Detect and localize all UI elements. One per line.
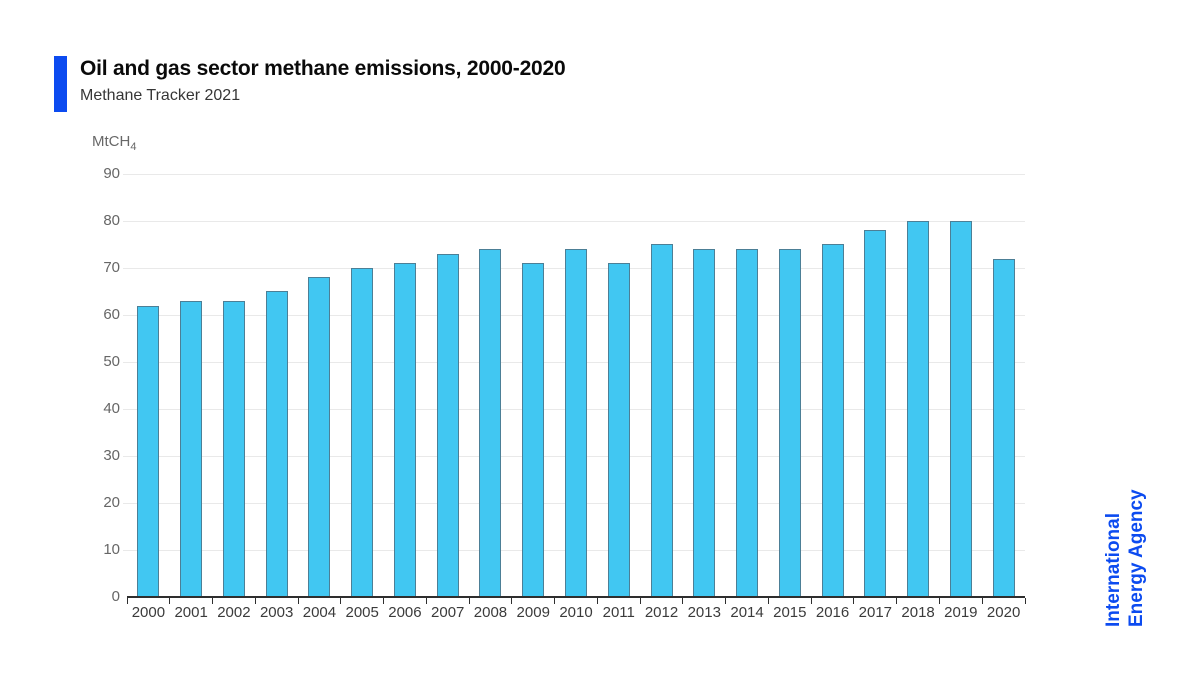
x-axis-label-2002: 2002 <box>217 604 251 621</box>
y-axis-label-60: 60 <box>103 306 120 323</box>
x-axis-label-2010: 2010 <box>559 604 593 621</box>
x-axis-label-2004: 2004 <box>302 604 337 621</box>
bar-2017 <box>864 230 887 597</box>
gridline-80 <box>123 220 1025 222</box>
y-axis-label-80: 80 <box>103 212 120 229</box>
bar-2006 <box>393 263 416 597</box>
page-subtitle: Methane Tracker 2021 <box>80 87 241 104</box>
x-axis-label-2006: 2006 <box>388 604 422 621</box>
x-axis-tick-4 <box>297 598 299 604</box>
unit-subscript: 4 <box>130 141 137 153</box>
x-axis-tick-14 <box>725 598 727 604</box>
bar-2019 <box>949 221 972 597</box>
x-axis-tick-9 <box>511 598 513 604</box>
bar-2009 <box>522 263 545 597</box>
x-axis-tick-20 <box>981 598 983 604</box>
x-axis-label-2016: 2016 <box>815 604 850 621</box>
x-axis-label-2019: 2019 <box>944 604 978 621</box>
bar-2014 <box>736 249 759 597</box>
y-axis-label-30: 30 <box>103 447 120 464</box>
page-title: Oil and gas sector methane emissions, 20… <box>80 57 566 80</box>
bar-2008 <box>479 249 502 597</box>
x-axis-label-2020: 2020 <box>986 604 1021 621</box>
x-axis-label-2014: 2014 <box>730 604 764 621</box>
y-axis-label-10: 10 <box>103 541 120 558</box>
x-axis-label-2012: 2012 <box>644 604 679 621</box>
bar-2010 <box>565 249 587 597</box>
x-axis-label-2011: 2011 <box>602 604 635 621</box>
x-axis-tick-13 <box>682 598 684 604</box>
x-axis-label-2003: 2003 <box>259 604 294 621</box>
bar-2004 <box>308 277 331 597</box>
x-axis-label-2013: 2013 <box>687 604 721 621</box>
y-axis-label-20: 20 <box>103 494 120 511</box>
bar-2016 <box>821 244 844 597</box>
x-axis-label-2018: 2018 <box>901 604 935 621</box>
bar-2012 <box>650 244 673 597</box>
x-axis-tick-21 <box>1024 598 1026 604</box>
x-axis-label-2015: 2015 <box>773 604 807 621</box>
bar-2001 <box>180 301 203 597</box>
x-axis-tick-7 <box>425 598 427 604</box>
iea-logo-line2: Energy Agency <box>1126 489 1147 627</box>
bar-2013 <box>693 249 716 597</box>
x-axis-tick-8 <box>468 598 470 604</box>
title-accent-bar <box>54 56 67 112</box>
bar-2020 <box>992 259 1015 597</box>
y-axis-label-0: 0 <box>111 588 120 605</box>
x-axis-tick-12 <box>639 598 641 604</box>
x-axis-tick-2 <box>212 598 214 604</box>
bar-2005 <box>351 268 374 597</box>
bar-2002 <box>222 301 245 597</box>
x-axis-tick-16 <box>810 598 812 604</box>
y-axis-unit-label: MtCH4 <box>92 133 136 153</box>
y-axis-label-40: 40 <box>103 400 120 417</box>
x-axis-tick-0 <box>126 598 128 604</box>
x-axis-tick-5 <box>340 598 342 604</box>
x-axis-tick-10 <box>554 598 556 604</box>
bar-2011 <box>607 263 630 597</box>
x-axis-tick-6 <box>383 598 385 604</box>
x-axis-tick-19 <box>938 598 940 604</box>
x-axis-tick-15 <box>767 598 769 604</box>
x-axis-label-2000: 2000 <box>131 604 166 621</box>
x-axis-label-2017: 2017 <box>858 604 893 621</box>
x-axis-label-2008: 2008 <box>473 604 508 621</box>
bar-2015 <box>778 249 801 597</box>
x-axis-label-2005: 2005 <box>345 604 379 621</box>
y-axis-label-70: 70 <box>103 259 120 276</box>
unit-text: MtCH <box>92 133 131 150</box>
bar-2007 <box>436 254 459 597</box>
x-axis-label-2009: 2009 <box>516 604 550 621</box>
x-axis-tick-3 <box>254 598 256 604</box>
gridline-90 <box>123 173 1025 175</box>
x-axis-tick-18 <box>896 598 898 604</box>
iea-logo: International Energy Agency <box>1102 457 1148 627</box>
bar-2000 <box>137 306 160 597</box>
bar-2018 <box>907 221 930 597</box>
x-axis-tick-11 <box>596 598 598 604</box>
iea-logo-line1: International <box>1103 512 1124 627</box>
x-axis-label-2001: 2001 <box>174 604 208 621</box>
bar-2003 <box>265 291 288 597</box>
x-axis-line <box>127 596 1025 598</box>
x-axis-label-2007: 2007 <box>431 604 465 621</box>
y-axis-label-90: 90 <box>103 165 120 182</box>
y-axis-label-50: 50 <box>103 353 120 370</box>
x-axis-tick-17 <box>853 598 855 604</box>
x-axis-tick-1 <box>169 598 171 604</box>
